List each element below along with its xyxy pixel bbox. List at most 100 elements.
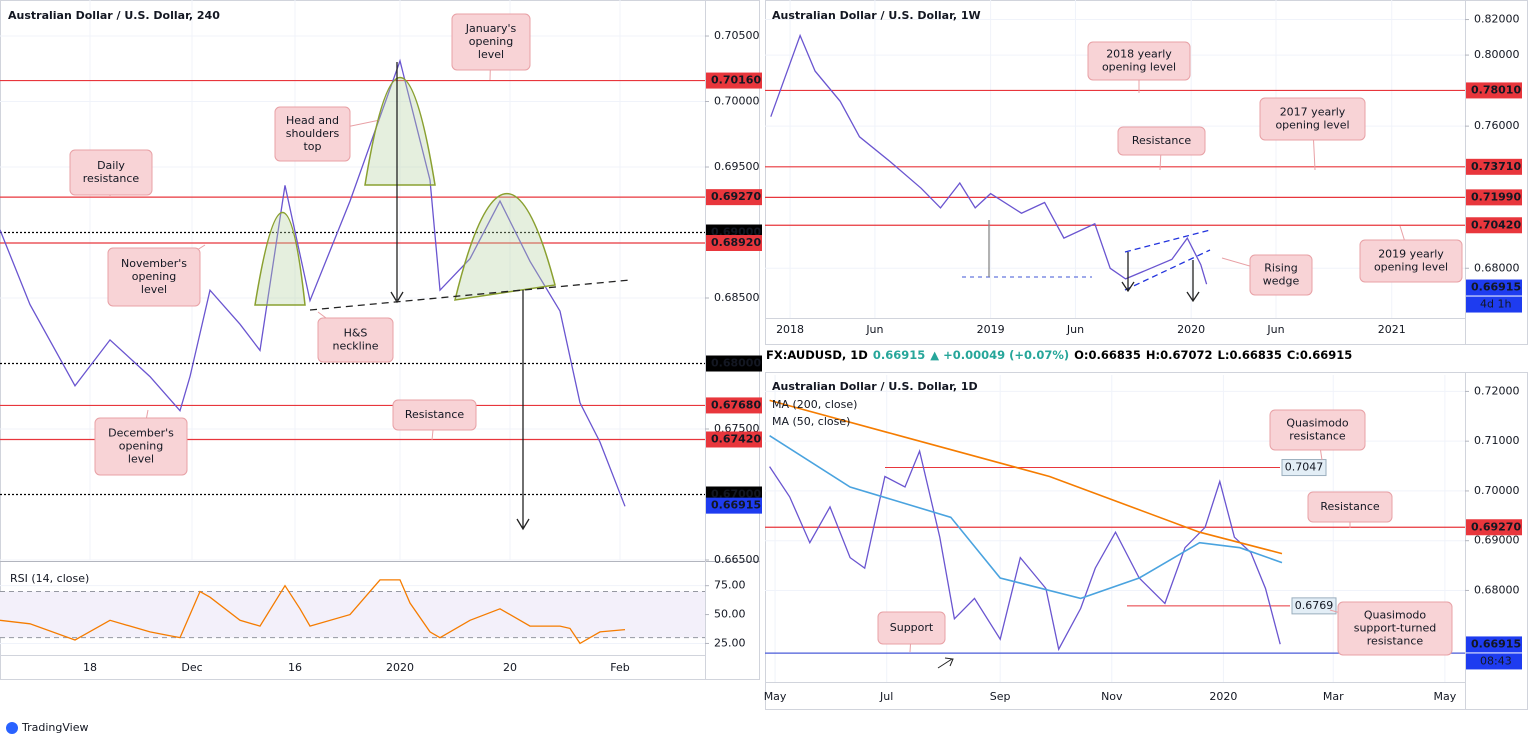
callout-text: opening level bbox=[1102, 61, 1176, 74]
callout-text: level bbox=[128, 453, 154, 466]
drawing bbox=[1121, 252, 1200, 303]
callout-text: opening bbox=[119, 440, 163, 453]
level-label: 0.69270 bbox=[1471, 520, 1521, 533]
callout-text: level bbox=[141, 283, 167, 296]
level-label-bg bbox=[706, 431, 762, 448]
level-tag-label: 0.7047 bbox=[1285, 461, 1324, 474]
level-label: 0.73710 bbox=[1471, 160, 1521, 173]
callout-text: resistance bbox=[1367, 635, 1424, 648]
callout-text: November's bbox=[121, 257, 187, 270]
y-tick-label: 75.00 bbox=[714, 579, 746, 592]
hs-shape bbox=[454, 193, 556, 301]
callout bbox=[1259, 97, 1366, 141]
x-tick-label: Jun bbox=[1266, 323, 1284, 336]
x-tick-label: Dec bbox=[181, 661, 202, 674]
brand: TradingView bbox=[21, 721, 88, 734]
x-tick-label: Nov bbox=[1101, 690, 1123, 703]
x-tick-label: 2020 bbox=[1209, 690, 1237, 703]
callout-text: Support bbox=[890, 621, 934, 634]
callout-text: support-turned bbox=[1354, 622, 1437, 635]
callout-text: 2018 yearly bbox=[1106, 48, 1172, 61]
level-label-bg bbox=[706, 234, 762, 251]
high: H:0.67072 bbox=[1145, 348, 1213, 362]
legend-entry: MA (50, close) bbox=[772, 415, 850, 428]
callout bbox=[274, 106, 351, 162]
callout-text: Rising bbox=[1264, 262, 1297, 275]
callout-text: opening level bbox=[1275, 119, 1349, 132]
hs-shape bbox=[254, 212, 306, 306]
level-label-bg bbox=[1466, 189, 1522, 206]
level-label: 0.71990 bbox=[1471, 190, 1521, 203]
level-label: 0.68920 bbox=[711, 236, 761, 249]
y-tick-label: 0.68500 bbox=[714, 291, 760, 304]
level-tag bbox=[1281, 459, 1327, 477]
x-tick-label: Sep bbox=[990, 690, 1011, 703]
y-tick-label: 0.68000 bbox=[1474, 261, 1520, 274]
level-label-bg bbox=[1466, 217, 1522, 234]
callout-text: H&S bbox=[344, 327, 368, 340]
callout-text: December's bbox=[108, 427, 174, 440]
price-line bbox=[0, 58, 626, 507]
x-tick-label: 2018 bbox=[776, 323, 804, 336]
callout bbox=[1269, 409, 1366, 451]
callout-text: 2017 yearly bbox=[1280, 106, 1346, 119]
price-line bbox=[769, 448, 1281, 652]
drawing bbox=[1124, 229, 1211, 291]
level-label: 0.66915 bbox=[1471, 637, 1521, 650]
price-line bbox=[769, 399, 1283, 555]
y-tick-label: 0.76000 bbox=[1474, 119, 1520, 132]
x-tick-label: May bbox=[1433, 690, 1456, 703]
callout-text: 2019 yearly bbox=[1378, 248, 1444, 261]
change: ▲ +0.00049 (+0.07%) bbox=[930, 348, 1070, 362]
drawing bbox=[309, 279, 631, 311]
level-label-bg bbox=[1466, 158, 1522, 175]
callout bbox=[451, 13, 531, 71]
level-label: 0.67680 bbox=[711, 398, 761, 411]
x-tick-label: 2019 bbox=[977, 323, 1005, 336]
x-tick-label: 2020 bbox=[386, 661, 414, 674]
y-tick-label: 0.68000 bbox=[1474, 583, 1520, 596]
callout-text: Quasimodo bbox=[1286, 417, 1349, 430]
drawing bbox=[390, 62, 404, 304]
callout bbox=[1337, 601, 1453, 656]
callout bbox=[317, 317, 394, 363]
callout-text: Daily bbox=[97, 159, 125, 172]
level-label: 0.67000 bbox=[711, 488, 761, 501]
level-label-bg bbox=[1466, 82, 1522, 99]
callout bbox=[1249, 254, 1313, 296]
logo bbox=[6, 722, 18, 734]
level-label-bg bbox=[706, 397, 762, 414]
x-tick-label: 16 bbox=[288, 661, 302, 674]
open: O:0.66835 bbox=[1074, 348, 1141, 362]
last: 0.66915 bbox=[872, 348, 926, 362]
y-tick-label: 0.71000 bbox=[1474, 434, 1520, 447]
y-tick-label: 0.69000 bbox=[1474, 534, 1520, 547]
x-tick-label: May bbox=[764, 690, 787, 703]
countdown-bg bbox=[1466, 653, 1522, 670]
callout bbox=[69, 149, 153, 196]
callout bbox=[94, 417, 188, 476]
legend-entry: MA (200, close) bbox=[772, 398, 857, 411]
callout bbox=[1117, 126, 1206, 156]
x-tick-label: Jun bbox=[1066, 323, 1084, 336]
callout bbox=[1087, 41, 1191, 81]
level-label: 0.67420 bbox=[711, 432, 761, 445]
y-tick-label: 0.69500 bbox=[714, 160, 760, 173]
callout-text: resistance bbox=[83, 172, 140, 185]
info-line: FX:AUDUSD, 1D 0.66915 ▲ +0.00049 (+0.07%) O… bbox=[766, 348, 1357, 362]
level-tag-label: 0.6769 bbox=[1295, 599, 1334, 612]
x-tick-label: 20 bbox=[503, 661, 517, 674]
price-line bbox=[0, 579, 626, 645]
callout-text: Resistance bbox=[1132, 134, 1192, 147]
y-tick-label: 0.80000 bbox=[1474, 48, 1520, 61]
callout-text: Resistance bbox=[405, 408, 465, 421]
level-label-bg bbox=[1466, 519, 1522, 536]
level-label-bg bbox=[1466, 636, 1522, 653]
panel-frame bbox=[0, 0, 760, 680]
level-label: 0.78010 bbox=[1471, 83, 1521, 96]
y-tick-label: 0.82000 bbox=[1474, 13, 1520, 26]
level-label-bg bbox=[1466, 279, 1522, 296]
callout-text: opening bbox=[469, 35, 513, 48]
